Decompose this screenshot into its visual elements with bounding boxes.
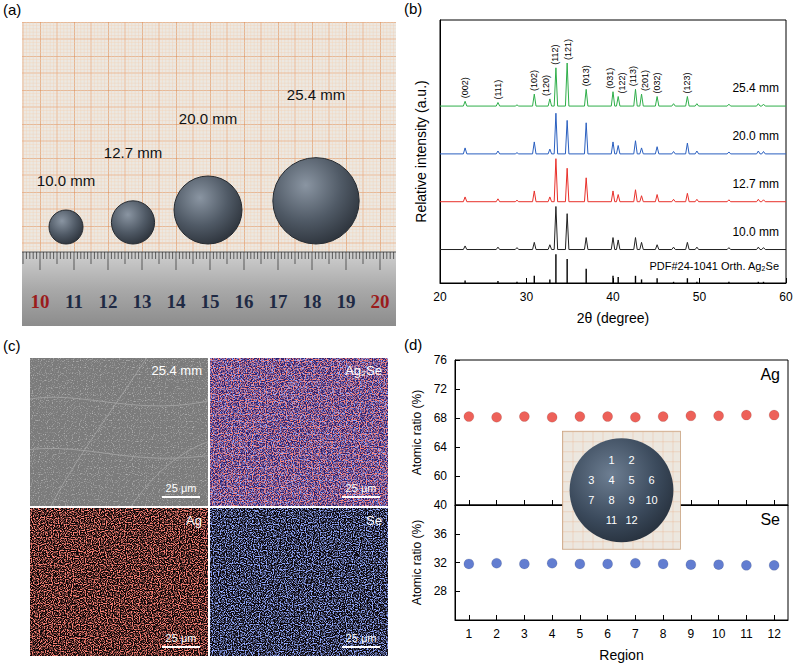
svg-text:10.0 mm: 10.0 mm	[37, 172, 95, 189]
svg-text:64: 64	[434, 440, 448, 454]
svg-text:Atomic ratio (%): Atomic ratio (%)	[410, 520, 424, 605]
svg-text:28: 28	[434, 584, 448, 598]
svg-text:(102): (102)	[529, 70, 539, 91]
svg-text:3: 3	[521, 627, 528, 641]
svg-text:20: 20	[371, 291, 390, 312]
svg-text:5: 5	[577, 627, 584, 641]
svg-text:(c): (c)	[3, 337, 21, 354]
svg-text:25 μm: 25 μm	[346, 482, 377, 494]
svg-text:12: 12	[625, 514, 637, 526]
html-text:(d): (d)	[404, 336, 423, 353]
svg-text:(121): (121)	[563, 39, 573, 60]
svg-text:6: 6	[649, 474, 655, 486]
svg-text:10: 10	[645, 494, 657, 506]
svg-text:12.7 mm: 12.7 mm	[104, 144, 162, 161]
svg-text:Relative intensity (a.u.): Relative intensity (a.u.)	[413, 80, 429, 222]
svg-text:14: 14	[167, 291, 187, 312]
svg-text:(a): (a)	[3, 1, 21, 18]
svg-text:60: 60	[434, 469, 448, 483]
svg-text:11: 11	[606, 514, 617, 526]
svg-text:3: 3	[588, 474, 594, 486]
svg-text:25.4 mm: 25.4 mm	[732, 81, 779, 95]
svg-text:5: 5	[628, 474, 634, 486]
svg-text:(031): (031)	[605, 68, 615, 89]
svg-text:25.4 mm: 25.4 mm	[287, 86, 345, 103]
svg-text:(111): (111)	[493, 80, 503, 100]
svg-text:25.4 mm: 25.4 mm	[151, 363, 202, 378]
svg-text:(123): (123)	[682, 72, 692, 93]
svg-text:4: 4	[608, 474, 614, 486]
svg-text:25 μm: 25 μm	[346, 632, 377, 644]
svg-text:20: 20	[433, 290, 447, 304]
svg-text:8: 8	[660, 627, 667, 641]
svg-text:25 μm: 25 μm	[166, 482, 197, 494]
svg-text:18: 18	[303, 291, 322, 312]
svg-text:25 μm: 25 μm	[166, 632, 197, 644]
svg-text:(120): (120)	[541, 75, 551, 96]
svg-text:10: 10	[31, 291, 50, 312]
svg-text:76: 76	[434, 353, 448, 367]
svg-text:10.0 mm: 10.0 mm	[732, 225, 779, 239]
svg-text:32: 32	[434, 556, 448, 570]
svg-text:2: 2	[493, 627, 500, 641]
svg-text:19: 19	[337, 291, 356, 312]
svg-text:7: 7	[632, 627, 639, 641]
svg-text:7: 7	[588, 494, 594, 506]
svg-text:20.0 mm: 20.0 mm	[732, 129, 779, 143]
svg-text:(122): (122)	[617, 72, 627, 93]
svg-text:68: 68	[434, 411, 448, 425]
svg-text:17: 17	[269, 291, 289, 312]
svg-text:(201): (201)	[640, 70, 650, 91]
svg-text:2θ (degree): 2θ (degree)	[577, 310, 649, 326]
svg-text:(112): (112)	[550, 44, 560, 64]
svg-text:36: 36	[434, 527, 448, 541]
svg-text:60: 60	[779, 290, 793, 304]
svg-text:Ag: Ag	[760, 366, 780, 383]
svg-text:1: 1	[466, 627, 473, 641]
svg-text:10: 10	[712, 627, 726, 641]
svg-text:72: 72	[434, 382, 448, 396]
svg-text:Atomic ratio (%): Atomic ratio (%)	[410, 390, 424, 475]
svg-text:Se: Se	[760, 511, 780, 528]
svg-text:12: 12	[767, 627, 781, 641]
svg-text:6: 6	[604, 627, 611, 641]
svg-text:12.7 mm: 12.7 mm	[732, 177, 779, 191]
svg-text:1: 1	[608, 454, 614, 466]
svg-text:40: 40	[606, 290, 620, 304]
svg-text:16: 16	[235, 291, 254, 312]
svg-text:(002): (002)	[460, 77, 470, 98]
svg-text:8: 8	[608, 494, 614, 506]
svg-text:11: 11	[740, 627, 753, 641]
svg-text:40: 40	[434, 498, 448, 512]
svg-text:Se: Se	[366, 513, 382, 528]
svg-text:15: 15	[201, 291, 220, 312]
svg-text:Ag₂Se: Ag₂Se	[345, 363, 382, 378]
svg-text:12: 12	[99, 291, 118, 312]
svg-text:(113): (113)	[628, 66, 638, 86]
svg-text:4: 4	[549, 627, 556, 641]
svg-text:2: 2	[628, 454, 634, 466]
svg-text:Region: Region	[599, 647, 643, 663]
svg-text:20.0 mm: 20.0 mm	[179, 110, 237, 127]
svg-text:(032): (032)	[652, 72, 662, 93]
svg-text:9: 9	[628, 494, 634, 506]
html-text:(b): (b)	[404, 0, 423, 17]
svg-text:(013): (013)	[581, 65, 591, 86]
svg-text:PDF#24-1041 Orth. Ag₂Se: PDF#24-1041 Orth. Ag₂Se	[649, 260, 779, 272]
svg-text:11: 11	[65, 291, 83, 312]
svg-text:9: 9	[688, 627, 695, 641]
svg-text:Ag: Ag	[186, 513, 202, 528]
svg-text:30: 30	[520, 290, 534, 304]
svg-text:50: 50	[693, 290, 707, 304]
svg-text:13: 13	[133, 291, 152, 312]
